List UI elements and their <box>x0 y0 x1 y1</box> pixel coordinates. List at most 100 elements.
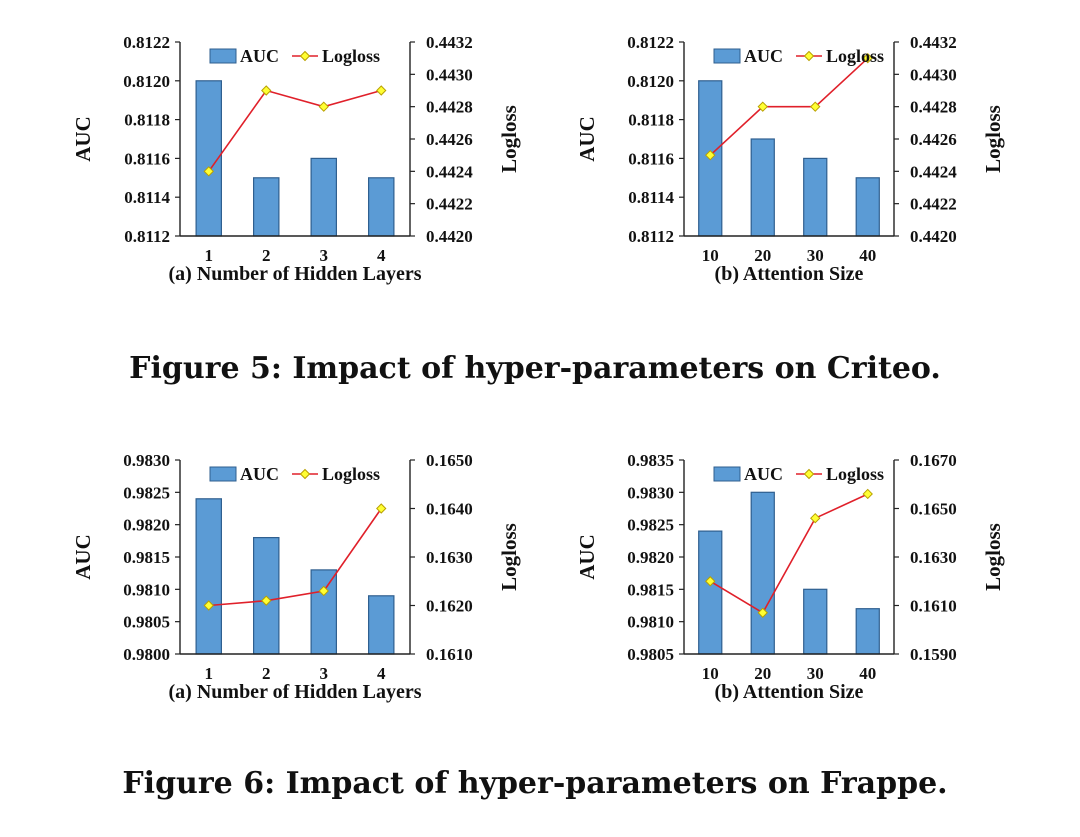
right-tick-label: 0.4424 <box>910 162 957 181</box>
left-tick-label: 0.9800 <box>123 645 170 664</box>
chart-panel-3: 0.9800 0.9805 0.9810 0.9815 0.9820 0.9825 0.98… <box>71 451 521 703</box>
logloss-marker <box>862 52 873 64</box>
panel-caption: (b) Attention Size <box>715 681 864 703</box>
right-tick-label: 0.1610 <box>910 597 957 616</box>
left-tick-label: 0.8116 <box>628 149 674 168</box>
left-tick-label: 0.8112 <box>628 227 674 246</box>
logloss-line <box>208 508 382 607</box>
left-tick-label: 0.9815 <box>627 580 674 599</box>
auc-bar <box>368 595 395 655</box>
left-tick-label: 0.8118 <box>628 111 674 130</box>
right-tick-label: 0.4432 <box>910 33 957 52</box>
left-tick-label: 0.8120 <box>627 72 674 91</box>
left-tick-label: 0.9830 <box>627 483 674 502</box>
logloss-marker <box>376 503 387 514</box>
left-axis-title: AUC <box>71 116 95 162</box>
auc-bar <box>253 177 280 237</box>
x-tick-label: 30 <box>807 664 824 683</box>
left-tick-label: 0.9825 <box>123 483 170 502</box>
legend-auc-label: AUC <box>744 46 783 66</box>
x-tick-label: 10 <box>702 664 719 683</box>
left-axis-title: AUC <box>575 534 599 580</box>
logloss-line <box>709 493 869 614</box>
logloss-marker <box>318 585 329 597</box>
figure-5-caption: Figure 5: Impact of hyper-parameters on … <box>129 351 941 386</box>
logloss-marker <box>757 607 768 618</box>
right-tick-label: 0.1630 <box>910 548 957 567</box>
chart-panel-1: 0.8112 0.8114 0.8116 0.8118 0.8120 0.8122 0.44… <box>71 33 521 285</box>
left-tick-label: 0.9830 <box>123 451 170 470</box>
logloss-marker <box>376 85 387 96</box>
x-tick-label: 30 <box>807 246 824 265</box>
legend-logloss-marker <box>299 50 311 62</box>
right-tick-label: 0.1590 <box>910 645 957 664</box>
panel-caption: (a) Number of Hidden Layers <box>169 681 422 703</box>
left-tick-label: 0.9810 <box>123 580 170 599</box>
right-tick-label: 0.4430 <box>426 65 473 84</box>
right-tick-label: 0.1650 <box>910 500 957 519</box>
x-tick-label: 3 <box>320 664 329 683</box>
legend-auc-swatch <box>209 466 237 482</box>
x-tick-label: 40 <box>859 246 876 265</box>
right-tick-label: 0.4420 <box>426 227 473 246</box>
logloss-marker <box>810 512 821 524</box>
logloss-marker <box>203 600 214 611</box>
right-axis-title: Logloss <box>497 105 521 173</box>
right-tick-label: 0.4428 <box>426 98 473 117</box>
logloss-marker <box>203 166 214 177</box>
legend-logloss-label: Logloss <box>322 464 380 484</box>
left-tick-label: 0.9810 <box>627 613 674 632</box>
right-tick-label: 0.1670 <box>910 451 957 470</box>
auc-bar <box>855 608 880 655</box>
legend-auc-swatch <box>209 48 237 64</box>
logloss-marker <box>318 101 329 112</box>
x-tick-label: 3 <box>320 246 329 265</box>
auc-bar <box>368 177 395 237</box>
legend-auc-label: AUC <box>240 46 279 66</box>
right-tick-label: 0.4426 <box>910 130 957 149</box>
right-tick-label: 0.4424 <box>426 162 473 181</box>
panel-caption: (b) Attention Size <box>715 263 864 285</box>
right-tick-label: 0.4426 <box>426 130 473 149</box>
legend-logloss-marker <box>299 468 311 480</box>
x-tick-label: 2 <box>262 664 271 683</box>
x-tick-label: 20 <box>754 664 771 683</box>
logloss-marker <box>757 101 768 112</box>
right-tick-label: 0.1640 <box>426 500 473 519</box>
auc-bar <box>310 157 338 237</box>
logloss-marker <box>261 85 272 96</box>
left-axis-title: AUC <box>71 534 95 580</box>
logloss-marker <box>705 576 716 587</box>
right-axis-title: Logloss <box>497 523 521 591</box>
legend-logloss-label: Logloss <box>826 46 884 66</box>
auc-bar <box>750 491 775 655</box>
left-tick-label: 0.9820 <box>123 516 170 535</box>
auc-bar <box>698 530 723 655</box>
left-tick-label: 0.9835 <box>627 451 674 470</box>
auc-bar <box>855 177 880 237</box>
legend-auc-label: AUC <box>240 464 279 484</box>
logloss-line <box>709 57 869 156</box>
legend-logloss-label: Logloss <box>322 46 380 66</box>
chart-panel-4: 0.9805 0.9810 0.9815 0.9820 0.9825 0.9830 0.98… <box>575 451 1005 703</box>
left-axis-title: AUC <box>575 116 599 162</box>
auc-bar <box>803 157 828 237</box>
legend-logloss-marker <box>803 50 815 62</box>
left-tick-label: 0.8118 <box>124 111 170 130</box>
logloss-line <box>208 89 382 172</box>
right-tick-label: 0.1630 <box>426 548 473 567</box>
left-tick-label: 0.8112 <box>124 227 170 246</box>
auc-bar <box>310 569 338 655</box>
logloss-marker <box>862 488 873 500</box>
right-tick-label: 0.1610 <box>426 645 473 664</box>
legend-logloss-label: Logloss <box>826 464 884 484</box>
legend-auc-label: AUC <box>744 464 783 484</box>
legend-auc-swatch <box>713 48 741 64</box>
left-tick-label: 0.8122 <box>123 33 170 52</box>
right-tick-label: 0.4422 <box>426 195 473 214</box>
right-tick-label: 0.1650 <box>426 451 473 470</box>
panel-caption: (a) Number of Hidden Layers <box>169 263 422 285</box>
chart-panel-2: 0.8112 0.8114 0.8116 0.8118 0.8120 0.8122 0.44… <box>575 33 1005 285</box>
left-tick-label: 0.8116 <box>124 149 170 168</box>
